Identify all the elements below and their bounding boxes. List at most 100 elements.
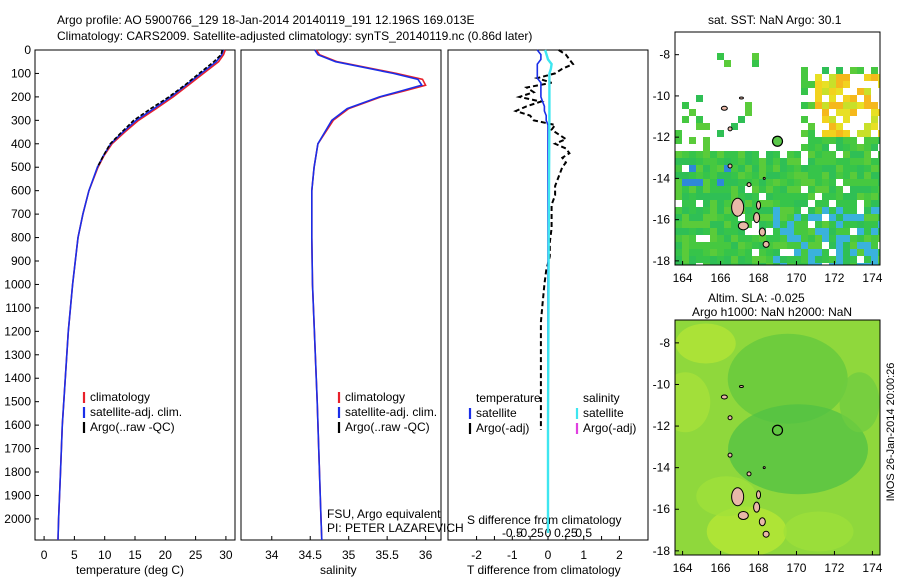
sst-map-cell (787, 221, 794, 228)
sla-map: 164 166 168 170 172 174 -8 -10 -12 -14 -16 -18 (653, 319, 883, 575)
sst-map-cell (836, 88, 843, 95)
sst-map-cell (801, 67, 808, 74)
sst-map-cell (808, 179, 815, 186)
sst-map-cell (745, 207, 752, 214)
sst-map-cell (689, 235, 696, 242)
sst-map-cell (689, 193, 696, 200)
sst-map-cell (871, 263, 878, 265)
sst-map-frame (674, 31, 881, 266)
sla-lon-tick-label: 164 (673, 561, 693, 575)
sst-map-cell (857, 235, 864, 242)
sst-map-cell (871, 67, 878, 74)
sdiff-legend-label: Argo(-adj) (583, 421, 636, 435)
sst-map-cell (822, 137, 829, 144)
sst-map-cell (843, 228, 850, 235)
sst-map-cell (808, 151, 815, 158)
sst-map-cell (864, 179, 871, 186)
sst-map-cell (703, 165, 710, 172)
sst-map-cell (822, 144, 829, 151)
sst-map-cell (801, 228, 808, 235)
sst-map-cell (850, 263, 857, 265)
sst-map-cell (745, 249, 752, 256)
sst-map-cell (787, 228, 794, 235)
sst-map-cell (815, 165, 822, 172)
sst-map-cell (752, 186, 759, 193)
sst-map-cell (801, 256, 808, 263)
sst-map-cell (843, 158, 850, 165)
sst-map-cell (689, 207, 696, 214)
sdiff-satellite-line (543, 49, 553, 533)
sst-map-cell (703, 242, 710, 249)
sst-map-cell (682, 221, 689, 228)
sst-map-cell (843, 235, 850, 242)
sst-map-cell (738, 235, 745, 242)
sst-map-cell (794, 186, 801, 193)
sst-map-cell (801, 179, 808, 186)
sst-map-cell (752, 263, 759, 265)
sst-map-cell (857, 179, 864, 186)
sla-lat-tick-label: -8 (659, 336, 670, 350)
sst-map-cell (703, 144, 710, 151)
title-line-2: Climatology: CARS2009. Satellite-adjuste… (57, 29, 533, 43)
sst-map-cell (850, 186, 857, 193)
sst-map-cell (738, 186, 745, 193)
sst-map-cell (836, 256, 843, 263)
sst-map-cell (710, 207, 717, 214)
sal-xtick-label: 35 (342, 548, 356, 562)
sst-map-cell (738, 263, 745, 265)
sst-map-cell (703, 186, 710, 193)
sst-map-cell (717, 214, 724, 221)
sst-map-cell (689, 263, 696, 265)
sst-map-cell (773, 228, 780, 235)
sst-map-island (738, 96, 744, 100)
sst-map-cell (829, 165, 836, 172)
sst-map-cell (871, 179, 878, 186)
sst-map-island (731, 197, 745, 217)
sst-map-cell (871, 102, 878, 109)
sst-map-cell (801, 102, 808, 109)
sst-map-cell (710, 179, 717, 186)
sst-map-cell (864, 235, 871, 242)
sst-map-cell (738, 116, 745, 123)
sst-map-cell (696, 193, 703, 200)
sst-map-cell (808, 207, 815, 214)
sst-map-cell (843, 109, 850, 116)
sst-map-cell (731, 186, 738, 193)
sst-map-cell (675, 165, 682, 172)
sst-map-cell (682, 186, 689, 193)
sst-map-cell (717, 179, 724, 186)
sst-map-cell (752, 172, 759, 179)
sst-map-cell (724, 235, 731, 242)
sst-map-cell (682, 235, 689, 242)
sst-map-cell (766, 214, 773, 221)
sst-map-cell (780, 214, 787, 221)
sst-map-cell (815, 74, 822, 81)
sst-map-cell (801, 200, 808, 207)
sst-map-cell (696, 151, 703, 158)
sst-map-cell (850, 193, 857, 200)
sst-map-cell (696, 207, 703, 214)
sst-map-cell (752, 165, 759, 172)
sst-map-cell (689, 200, 696, 207)
sst-map-cell (703, 137, 710, 144)
sst-map-cell (878, 200, 880, 207)
sst-map-cell (864, 172, 871, 179)
sst-map-cell (829, 221, 836, 228)
sst-map-cell (836, 207, 843, 214)
sst-map-cell (752, 193, 759, 200)
sla-map-island (753, 501, 761, 513)
sdiff-xtick-label: -0.5 (502, 526, 523, 540)
sst-map-cell (864, 221, 871, 228)
sst-map-cell (675, 235, 682, 242)
sst-map-cell (682, 228, 689, 235)
sst-map-cell (878, 228, 880, 235)
sst-map-cell (857, 221, 864, 228)
sst-map-cell (675, 214, 682, 221)
sst-map-cell (850, 179, 857, 186)
sst-map-cell (822, 249, 829, 256)
sst-map-cell (745, 102, 752, 109)
sst-map-cell (682, 179, 689, 186)
sst-map-cell (857, 193, 864, 200)
sst-map-cell (794, 193, 801, 200)
sst-map-cell (710, 214, 717, 221)
